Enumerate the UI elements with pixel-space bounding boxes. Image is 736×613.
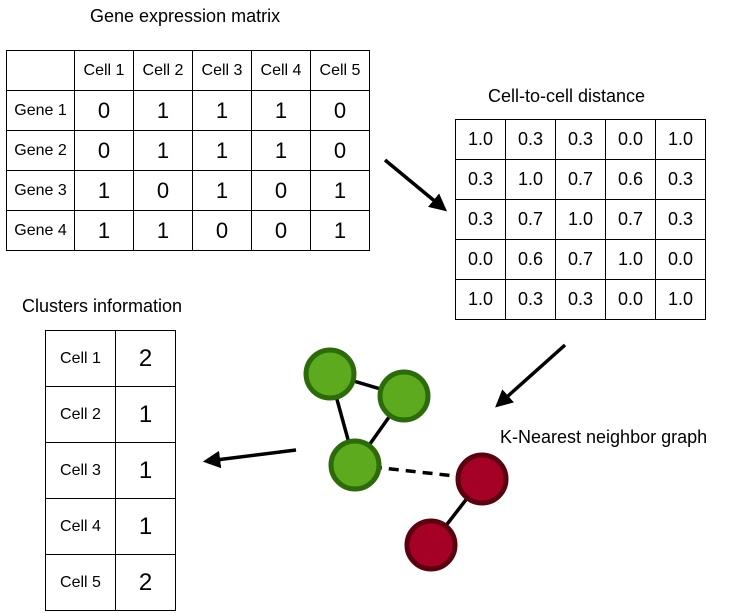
gene-label: Gene 4: [6, 210, 75, 251]
corner-cell: [6, 50, 75, 91]
arrow-graph-to-clusters: [202, 448, 297, 469]
distance-value: 1.0: [655, 119, 706, 160]
expression-value: 1: [310, 170, 370, 211]
expression-value: 1: [192, 90, 252, 131]
expression-matrix-title: Gene expression matrix: [90, 6, 281, 26]
graph-node-cluster-a: [377, 369, 431, 423]
expression-value: 1: [133, 210, 193, 251]
cluster-id: 1: [115, 442, 176, 499]
arrow-expression-to-distance: [383, 158, 448, 212]
cell-label: Cell 4: [45, 498, 116, 555]
expression-row: Gene 1 0 1 1 1 0: [6, 90, 370, 131]
expression-row: Gene 3 1 0 1 0 1: [6, 170, 370, 211]
distance-row: 1.0 0.3 0.3 0.0 1.0: [455, 279, 706, 320]
column-header: Cell 1: [74, 50, 134, 91]
expression-value: 1: [133, 130, 193, 171]
graph-node-cluster-b: [455, 452, 509, 506]
distance-value: 0.0: [605, 279, 656, 320]
clusters-title: Clusters information: [22, 296, 183, 316]
expression-value: 1: [251, 130, 311, 171]
gene-label: Gene 1: [6, 90, 75, 131]
graph-node-cluster-a: [303, 347, 357, 401]
distance-value: 0.3: [555, 279, 606, 320]
distance-value: 0.3: [655, 199, 706, 240]
expression-value: 1: [192, 130, 252, 171]
cluster-row: Cell 3 1: [45, 442, 176, 499]
distance-value: 1.0: [455, 279, 506, 320]
distance-value: 1.0: [555, 199, 606, 240]
graph-node-cluster-b: [404, 518, 458, 572]
cell-label: Cell 3: [45, 442, 116, 499]
distance-value: 1.0: [655, 279, 706, 320]
graph-title: K-Nearest neighbor graph: [500, 427, 707, 447]
expression-value: 0: [74, 130, 134, 171]
distance-matrix-table: 1.0 0.3 0.3 0.0 1.0 0.3 1.0 0.7 0.6 0.3 …: [455, 119, 706, 320]
column-header: Cell 3: [192, 50, 252, 91]
distance-value: 1.0: [505, 159, 556, 200]
distance-row: 0.3 0.7 1.0 0.7 0.3: [455, 199, 706, 240]
expression-value: 0: [192, 210, 252, 251]
expression-value: 0: [133, 170, 193, 211]
graph-node-cluster-a: [328, 438, 382, 492]
distance-value: 0.0: [605, 119, 656, 160]
cluster-row: Cell 1 2: [45, 330, 176, 387]
cluster-row: Cell 5 2: [45, 554, 176, 611]
distance-value: 0.3: [505, 279, 556, 320]
expression-row: Gene 2 0 1 1 1 0: [6, 130, 370, 171]
clusters-table: Cell 1 2 Cell 2 1 Cell 3 1 Cell 4 1 Cell…: [45, 330, 176, 611]
expression-value: 1: [133, 90, 193, 131]
distance-value: 0.3: [455, 159, 506, 200]
cell-label: Cell 1: [45, 330, 116, 387]
distance-value: 0.3: [655, 159, 706, 200]
distance-matrix-title: Cell-to-cell distance: [488, 86, 646, 106]
distance-value: 0.3: [555, 119, 606, 160]
cluster-id: 1: [115, 498, 176, 555]
expression-value: 0: [74, 90, 134, 131]
expression-value: 1: [310, 210, 370, 251]
arrow-distance-to-graph: [495, 343, 567, 408]
distance-row: 0.0 0.6 0.7 1.0 0.0: [455, 239, 706, 280]
expression-row: Gene 4 1 1 0 0 1: [6, 210, 370, 251]
distance-value: 1.0: [605, 239, 656, 280]
cluster-row: Cell 2 1: [45, 386, 176, 443]
expression-header-row: Cell 1 Cell 2 Cell 3 Cell 4 Cell 5: [6, 50, 370, 91]
expression-value: 1: [74, 210, 134, 251]
distance-value: 0.0: [655, 239, 706, 280]
expression-value: 0: [310, 90, 370, 131]
expression-value: 1: [74, 170, 134, 211]
distance-value: 0.3: [505, 119, 556, 160]
distance-value: 0.6: [505, 239, 556, 280]
cluster-id: 2: [115, 554, 176, 611]
cluster-id: 2: [115, 330, 176, 387]
distance-row: 1.0 0.3 0.3 0.0 1.0: [455, 119, 706, 160]
cluster-id: 1: [115, 386, 176, 443]
distance-value: 0.6: [605, 159, 656, 200]
column-header: Cell 5: [310, 50, 370, 91]
expression-matrix-table: Cell 1 Cell 2 Cell 3 Cell 4 Cell 5 Gene …: [6, 50, 370, 251]
distance-value: 0.7: [555, 239, 606, 280]
cluster-row: Cell 4 1: [45, 498, 176, 555]
distance-value: 0.7: [505, 199, 556, 240]
